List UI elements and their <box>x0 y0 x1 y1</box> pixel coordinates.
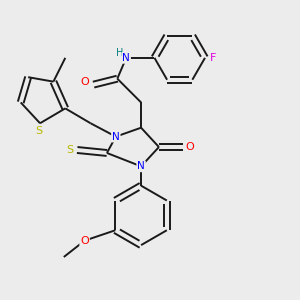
Text: O: O <box>81 76 90 87</box>
Text: N: N <box>112 132 120 142</box>
Text: N: N <box>137 161 145 171</box>
Text: O: O <box>186 142 194 152</box>
Text: F: F <box>210 53 217 63</box>
Text: O: O <box>80 236 89 246</box>
Text: N: N <box>122 53 130 63</box>
Text: H: H <box>116 47 123 58</box>
Text: S: S <box>35 126 42 136</box>
Text: S: S <box>66 145 73 155</box>
